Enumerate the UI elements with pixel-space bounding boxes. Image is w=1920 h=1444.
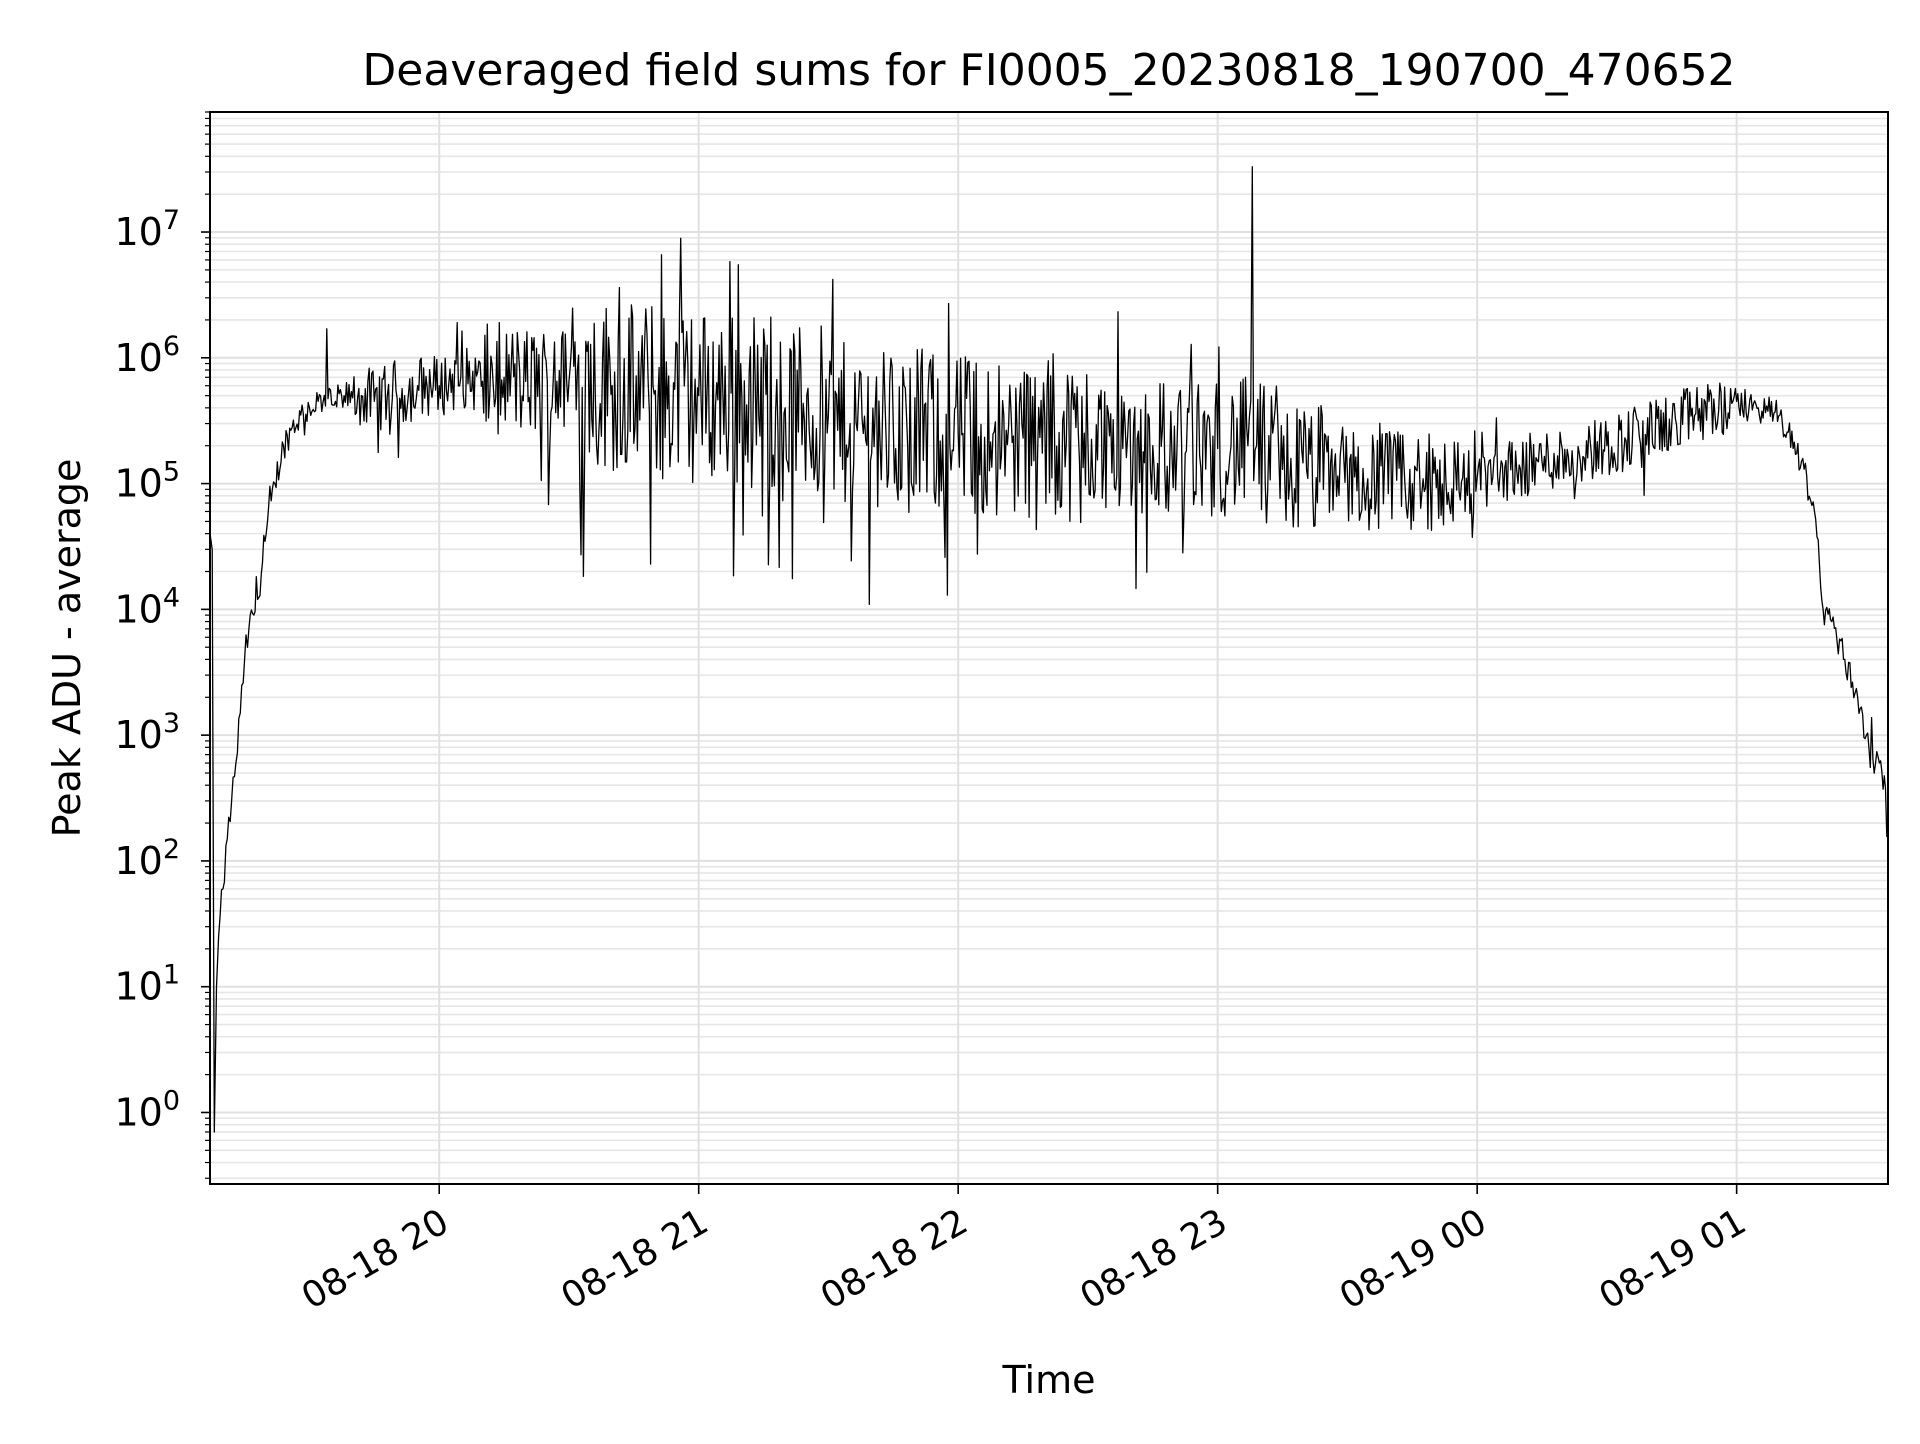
y-axis-label: Peak ADU - average — [45, 459, 89, 838]
y-tick-label: 107 — [114, 205, 180, 254]
x-tick-label: 08-18 20 — [295, 1201, 456, 1317]
plot-frame — [209, 111, 1889, 1185]
y-tick-label: 106 — [114, 331, 180, 380]
y-tick-label: 103 — [114, 708, 180, 757]
y-tick-label: 100 — [114, 1085, 180, 1134]
x-tick-label: 08-18 22 — [814, 1201, 975, 1317]
y-axis: 100 101 102 103 104 105 106 107 — [114, 111, 210, 1179]
y-tick-label: 101 — [114, 960, 180, 1009]
x-axis-label: Time — [1002, 1358, 1096, 1402]
y-tick-label: 102 — [114, 834, 180, 883]
series-line — [209, 166, 1889, 1133]
x-tick-label: 08-19 01 — [1592, 1201, 1753, 1317]
y-tick-label: 105 — [114, 457, 180, 506]
chart-title: Deaveraged field sums for FI0005_2023081… — [362, 45, 1735, 96]
x-tick-label: 08-18 21 — [555, 1201, 716, 1317]
x-tick-label: 08-19 00 — [1333, 1201, 1494, 1317]
y-tick-label: 104 — [114, 582, 180, 631]
grid — [210, 111, 1888, 1184]
x-axis: 08-18 20 08-18 21 08-18 22 08-18 23 08-19 00… — [295, 1184, 1753, 1318]
x-tick-label: 08-18 23 — [1073, 1201, 1234, 1317]
